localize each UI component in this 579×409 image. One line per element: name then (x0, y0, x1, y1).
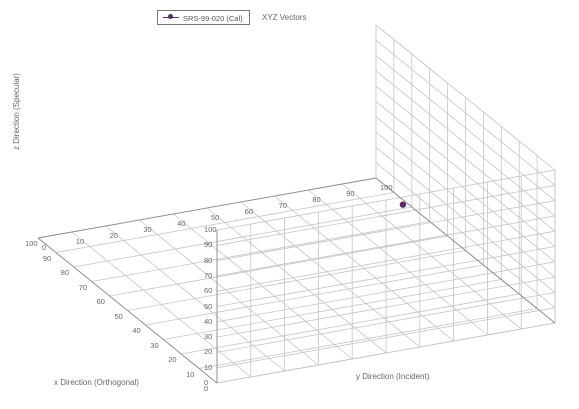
x-tick-label: 70 (78, 282, 88, 292)
grid-lines (37, 24, 556, 384)
y-axis-label: y Direction (Incident) (356, 372, 430, 381)
x-tick-label: 30 (150, 340, 159, 350)
back-wall-grid-horizontal (216, 215, 556, 277)
y-tick-label: 10 (75, 237, 85, 246)
z-tick-label: 0 (204, 378, 209, 387)
back-wall-grid-horizontal (216, 169, 556, 231)
legend-dot-marker (168, 14, 173, 19)
y-tick-label: 30 (143, 225, 152, 234)
y-tick-label: 0 (42, 243, 47, 252)
back-wall-grid-horizontal (216, 246, 556, 307)
x-tick-label: 20 (168, 355, 177, 364)
side-wall-grid-horizontal (375, 24, 556, 171)
side-wall-grid-horizontal (375, 85, 556, 232)
side-wall-grid-horizontal (375, 101, 556, 247)
floor-grid-line-y (308, 189, 488, 336)
y-axis-line (37, 177, 377, 239)
x-tick-label: 40 (132, 326, 141, 335)
x-axis-label: x Direction (Orthogonal) (54, 378, 139, 387)
x-tick-label: 0 (204, 384, 209, 393)
z-tick-label: 90 (204, 240, 213, 250)
y-tick-label: 80 (312, 195, 321, 204)
floor-far-edge (375, 177, 556, 324)
x-axis-line (37, 237, 218, 384)
y-tick-label: 40 (177, 219, 186, 228)
x-tick-label: 50 (114, 311, 123, 321)
z-tick-label: 60 (204, 286, 213, 296)
side-wall-grid-horizontal (375, 39, 556, 186)
y-tick-label: 90 (346, 189, 355, 198)
z-tick-label: 20 (204, 347, 213, 357)
side-wall-grid-horizontal (375, 55, 556, 201)
x-tick-label: 10 (186, 369, 195, 379)
x-tick-label: 80 (60, 268, 70, 277)
z-tick-label: 10 (204, 362, 213, 372)
z-tick-label: 80 (204, 255, 213, 265)
data-point (399, 201, 407, 208)
y-tick-label: 60 (244, 207, 254, 216)
z-axis-label: z Direction (Specular) (12, 73, 21, 150)
z-tick-label: 50 (204, 301, 213, 311)
back-wall-grid-horizontal (216, 230, 556, 292)
back-wall-grid-horizontal (216, 200, 556, 261)
z-tick-label: 70 (204, 270, 213, 280)
data-points (399, 201, 407, 208)
y-tick-label: 100 (380, 183, 393, 192)
floor-grid-line-x (55, 192, 394, 253)
z-tick-label: 100 (204, 225, 217, 234)
floor-grid-line-x (73, 206, 412, 268)
legend: SRS-99-020 (Cal) (157, 10, 250, 25)
y-tick-label: 70 (278, 201, 287, 210)
z-tick-label: 40 (204, 316, 213, 326)
floor-grid-line-x (91, 221, 430, 282)
floor-grid-line-y (274, 195, 454, 342)
floor-grid-line-y (240, 201, 421, 348)
floor-grid-line-y (206, 207, 387, 354)
y-tick-label: 50 (211, 213, 220, 222)
floor-grid-line-x (109, 235, 448, 297)
floor-grid-line-y (341, 183, 522, 330)
z-tick-label: 30 (204, 332, 213, 342)
chart-title: XYZ Vectors (262, 13, 307, 22)
side-wall-grid-horizontal (375, 70, 556, 217)
x-tick-label: 100 (25, 239, 38, 248)
x-tick-label: 60 (96, 297, 105, 306)
y-tick-label: 20 (109, 231, 118, 240)
legend-series-label: SRS-99-020 (Cal) (183, 14, 243, 23)
back-wall-grid-horizontal (216, 184, 556, 246)
x-tick-label: 90 (42, 253, 52, 263)
